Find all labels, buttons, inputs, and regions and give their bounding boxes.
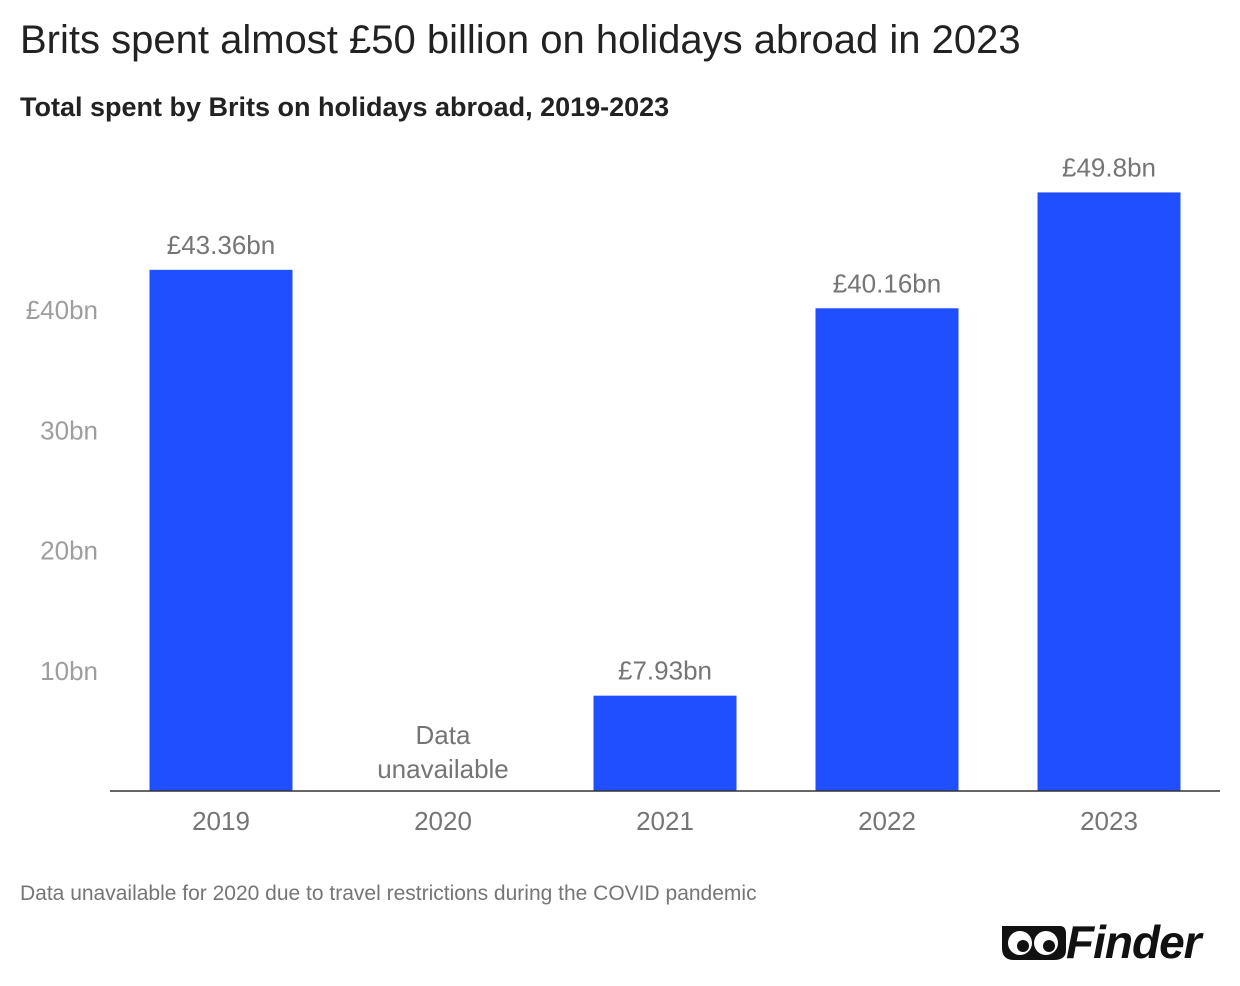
bar [815,308,959,791]
chart-subtitle: Total spent by Brits on holidays abroad,… [20,92,670,122]
x-tick-label: 2022 [858,806,916,836]
bar [1037,192,1181,792]
bar-value-label: £43.36bn [167,230,275,260]
bar [149,269,293,791]
x-tick-label: 2021 [636,806,694,836]
bar [593,695,737,791]
chart-footnote: Data unavailable for 2020 due to travel … [20,882,757,905]
missing-data-label: Data [416,720,471,750]
y-tick-label: 10bn [40,656,98,686]
finder-logo: Finder [998,914,1222,970]
x-tick-label: 2019 [192,806,250,836]
chart-title: Brits spent almost £50 billion on holida… [20,18,1021,62]
brand-name: Finder [1066,916,1202,968]
missing-data-label: unavailable [377,754,509,784]
eyes-icon [1002,926,1066,960]
bar-value-label: £7.93bn [618,656,712,686]
x-tick-label: 2020 [414,806,472,836]
x-tick-label: 2023 [1080,806,1138,836]
y-tick-label: 30bn [40,415,98,445]
y-tick-label: £40bn [26,295,98,325]
y-tick-label: 20bn [40,536,98,566]
bar-value-label: £40.16bn [833,268,941,298]
bar-value-label: £49.8bn [1062,152,1156,182]
